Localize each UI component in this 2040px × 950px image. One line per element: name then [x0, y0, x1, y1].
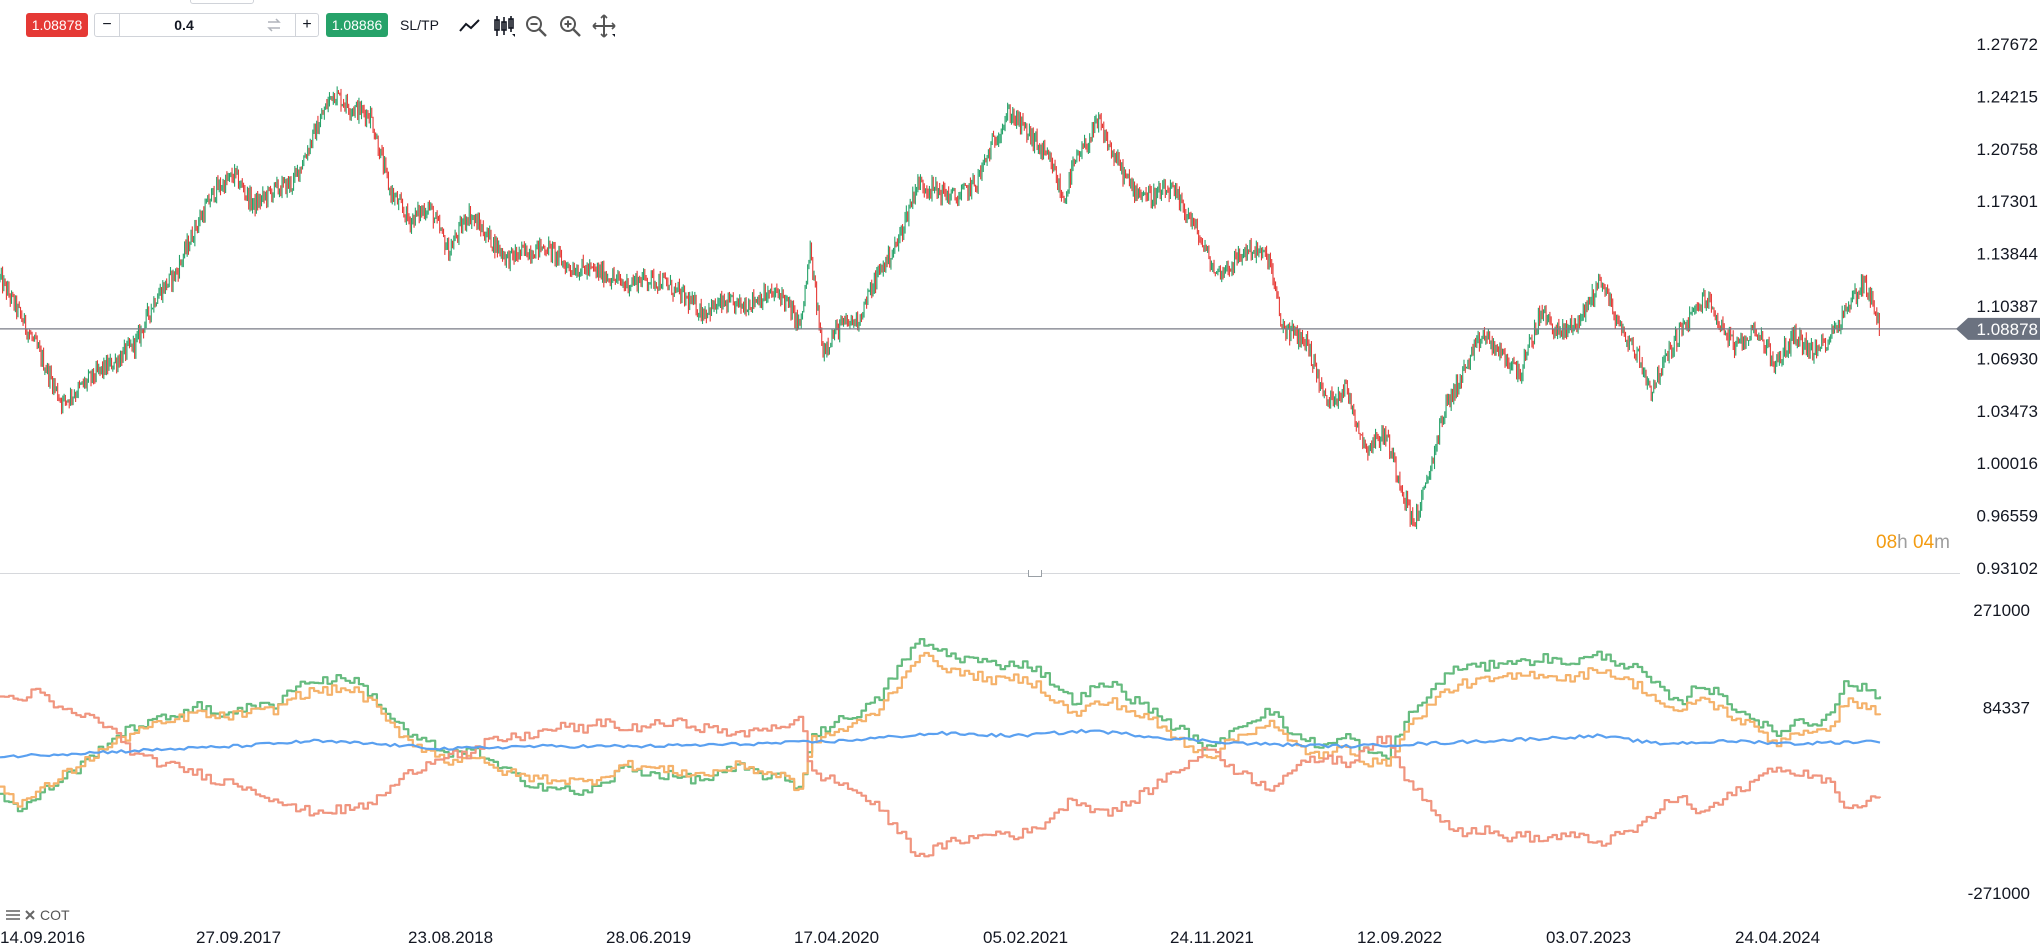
candle-countdown: 08h 04m	[1876, 532, 1950, 554]
candles	[0, 86, 1880, 530]
cot-series-line	[0, 687, 1882, 858]
cot-series-line	[0, 728, 1881, 759]
price-chart[interactable]: 1.27672 1.24215 1.20758 1.17301 1.13844 1.103…	[0, 0, 2040, 580]
cot-axis-tick: 271000	[1973, 601, 2030, 620]
quantity-stepper[interactable]: − 0.4 +	[94, 13, 319, 37]
sl-tp-button[interactable]: SL/TP	[400, 17, 439, 33]
price-axis-tick: 0.93102	[1977, 559, 2038, 578]
price-axis-tick: 1.00016	[1977, 454, 2038, 473]
date-axis-label: 23.08.2018	[408, 928, 494, 947]
price-axis-tick: 1.27672	[1977, 35, 2038, 54]
price-axis-tick: 1.13844	[1977, 245, 2038, 264]
countdown-minutes-unit: m	[1934, 532, 1950, 553]
date-axis-label: 12.09.2022	[1357, 928, 1443, 947]
date-axis: 14.09.2016 27.09.2017 23.08.2018 28.06.2019…	[0, 926, 2040, 950]
quantity-input[interactable]: 0.4	[174, 17, 194, 33]
price-axis-tick: 1.03473	[1977, 402, 2038, 421]
date-axis-label: 14.09.2016	[0, 928, 86, 947]
date-axis-label: 28.06.2019	[606, 928, 692, 947]
crosshair-move-icon[interactable]	[592, 14, 616, 38]
cot-indicator-chart[interactable]: 271000 84337 -271000	[0, 582, 2040, 912]
date-axis-label: 27.09.2017	[196, 928, 282, 947]
zoom-out-icon[interactable]	[524, 14, 548, 38]
date-axis-label: 05.02.2021	[983, 928, 1069, 947]
line-chart-icon[interactable]	[458, 14, 482, 38]
date-axis-label: 17.04.2020	[794, 928, 880, 947]
price-axis-tick: 0.96559	[1977, 507, 2038, 526]
countdown-hours: 08	[1876, 532, 1898, 553]
top-tab[interactable]	[190, 0, 254, 4]
zoom-in-icon[interactable]	[558, 14, 582, 38]
price-axis-tick: 1.24215	[1977, 87, 2038, 106]
indicator-settings-icon[interactable]	[6, 909, 20, 921]
cot-axis-tick: 84337	[1983, 698, 2030, 717]
candles-icon[interactable]	[492, 14, 516, 38]
date-axis-label: 24.11.2021	[1170, 928, 1254, 947]
cot-series-line	[0, 651, 1882, 808]
cot-axis-tick: -271000	[1968, 884, 2030, 903]
countdown-minutes: 04	[1913, 532, 1935, 553]
swap-icon[interactable]	[265, 17, 283, 33]
cot-legend-label: COT	[40, 907, 70, 923]
cot-series-line	[0, 638, 1882, 813]
price-axis-tick: 1.10387	[1977, 297, 2038, 316]
pane-separator[interactable]	[0, 573, 1960, 574]
trading-toolbar: 1.08878 − 0.4 + 1.08886 SL/TP	[0, 0, 1960, 52]
remove-indicator-icon[interactable]	[24, 909, 36, 921]
pane-resize-handle[interactable]	[1028, 570, 1042, 577]
buy-price-button[interactable]: 1.08886	[326, 13, 388, 37]
current-price-tag	[1956, 317, 2040, 340]
sell-price-button[interactable]: 1.08878	[26, 13, 88, 37]
price-axis-tick: 1.20758	[1977, 140, 2038, 159]
quantity-plus-button[interactable]: +	[295, 14, 318, 36]
quantity-minus-button[interactable]: −	[95, 14, 120, 36]
cot-legend: COT	[6, 907, 70, 923]
price-axis-tick: 1.17301	[1977, 192, 2038, 211]
current-price-label: 1.08878	[1977, 320, 2038, 339]
date-axis-label: 03.07.2023	[1546, 928, 1632, 947]
date-axis-label: 24.04.2024	[1735, 928, 1821, 947]
price-axis-tick: 1.06930	[1977, 349, 2038, 368]
countdown-hours-unit: h	[1897, 532, 1908, 553]
